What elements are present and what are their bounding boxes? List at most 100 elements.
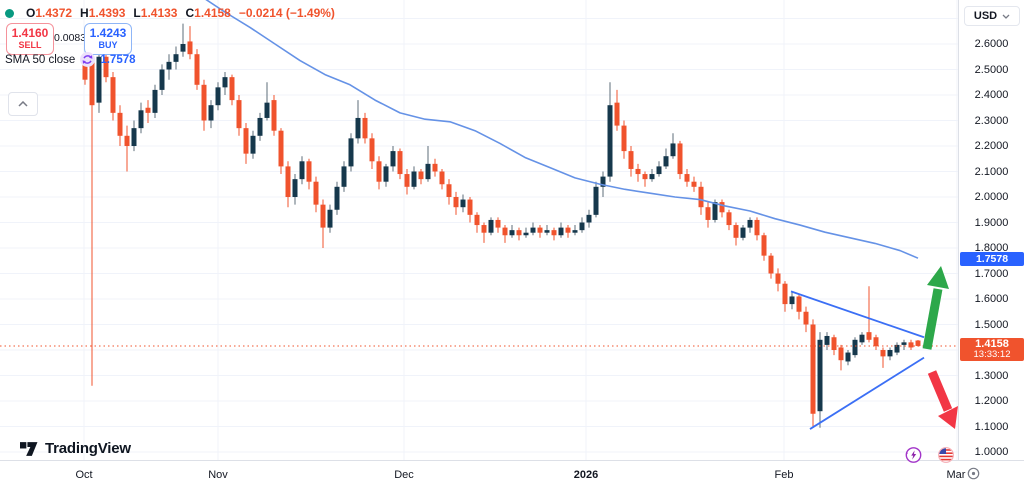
change-value: −0.0214 (−1.49%) [238,6,335,20]
candle-body [614,102,620,126]
price-scale[interactable]: USD 1.7578 1.4158 13:33:12 2.6000 2.5000 2… [958,0,1024,460]
arrow-down-shaft[interactable] [927,370,953,412]
candle-body [852,339,858,356]
price-tick-label: 1.1000 [974,420,1009,433]
candle-body [649,174,655,180]
candle-body [586,214,592,223]
candle-body [908,342,914,348]
candle-body [824,335,830,345]
candle-body [495,219,501,228]
candle-body [222,77,228,88]
candle-body [705,207,711,220]
candle-body [530,227,536,233]
price-tick-label: 1.9000 [974,216,1009,229]
candle-body [229,77,235,101]
candle-body [334,186,340,210]
candle-body [565,227,571,233]
candle-body [831,337,837,350]
candle-body [278,130,284,167]
candle-body [558,227,564,236]
candle-body [355,117,361,139]
candle-body [327,209,333,228]
candle-body [439,171,445,185]
trendline-drawing[interactable] [790,290,925,339]
buy-button[interactable]: 1.4243 BUY [84,23,132,55]
tradingview-logo[interactable]: TradingView [20,440,131,457]
candle-body [418,171,424,180]
candle-body [761,235,767,256]
candle-body [124,135,130,146]
candle-body [880,350,886,357]
collapse-legend-button[interactable] [8,92,38,116]
price-tick-label: 1.6000 [974,293,1009,305]
time-axis-label: Mar [946,469,966,481]
candle-body [474,214,480,226]
arrow-down-head[interactable] [938,406,958,429]
ohlc-low: L1.4133 [133,6,178,20]
candle-body [796,296,802,312]
price-tick-label: 2.6000 [974,38,1009,50]
candle-body [369,138,375,162]
sma-50-line[interactable] [200,0,919,259]
time-axis-label: Nov [208,469,228,481]
candle-body [782,283,788,305]
time-axis-label: Dec [394,469,414,481]
candle-body [523,232,529,236]
candle-body [502,227,508,236]
currency-dropdown[interactable]: USD [964,6,1020,26]
candle-body [817,339,823,412]
candle-body [740,227,746,238]
candle-body [152,89,158,113]
candle-body [628,151,634,169]
arrow-up-head[interactable] [927,266,949,289]
candle-body [551,230,557,236]
candle-body [726,212,732,226]
ohlc-high: H1.4393 [80,6,126,20]
candle-body [215,87,221,106]
candle-body [509,230,515,236]
candle-body [663,156,669,167]
candle-body [593,186,599,215]
candle-body [96,56,102,103]
candle-body [145,107,151,113]
candle-body [460,199,466,208]
candle-body [166,61,172,70]
price-tick-label: 2.4000 [974,89,1009,101]
axis-settings-gear-icon[interactable] [966,466,981,481]
lightning-boost-icon[interactable] [904,446,922,464]
us-flag-icon[interactable] [937,446,955,464]
indicator-legend[interactable]: SMA 50 close 1.7578 [5,52,136,67]
time-axis[interactable]: Oct Nov Dec 2026 Feb Mar [0,460,1024,486]
candle-body [187,41,193,55]
candle-body [572,230,578,233]
candle-body [341,166,347,187]
indicator-loading-icon [80,52,96,67]
sell-label: SELL [18,39,42,50]
candle-body [859,334,865,343]
candle-body [453,197,459,208]
candle-body [600,176,606,187]
candle-body [845,352,851,362]
candle-body [264,102,270,118]
candle-body [131,128,137,146]
ohlc-open: O1.4372 [26,6,73,20]
trendline-drawing[interactable] [809,356,925,430]
symbol-legend: O1.4372 H1.4393 L1.4133 C1.4158 −0.0214 … [5,6,335,20]
candle-body [684,174,690,182]
arrow-up-shaft[interactable] [922,288,943,350]
time-axis-label: 2026 [573,469,599,481]
market-status-dot [5,8,14,18]
candle-body [803,311,809,325]
candle-body [376,161,382,182]
candle-body [390,151,396,167]
candle-body [348,138,354,167]
candle-body [488,219,494,233]
current-price-value: 1.4158 [975,337,1009,350]
candle-body [467,199,473,215]
sma-price-tag: 1.7578 [960,251,1024,266]
candle-body [789,296,795,305]
price-tick-label: 1.3000 [974,369,1009,382]
spread-value: 0.0083 [54,32,87,44]
sell-button[interactable]: 1.4160 SELL [6,23,54,55]
